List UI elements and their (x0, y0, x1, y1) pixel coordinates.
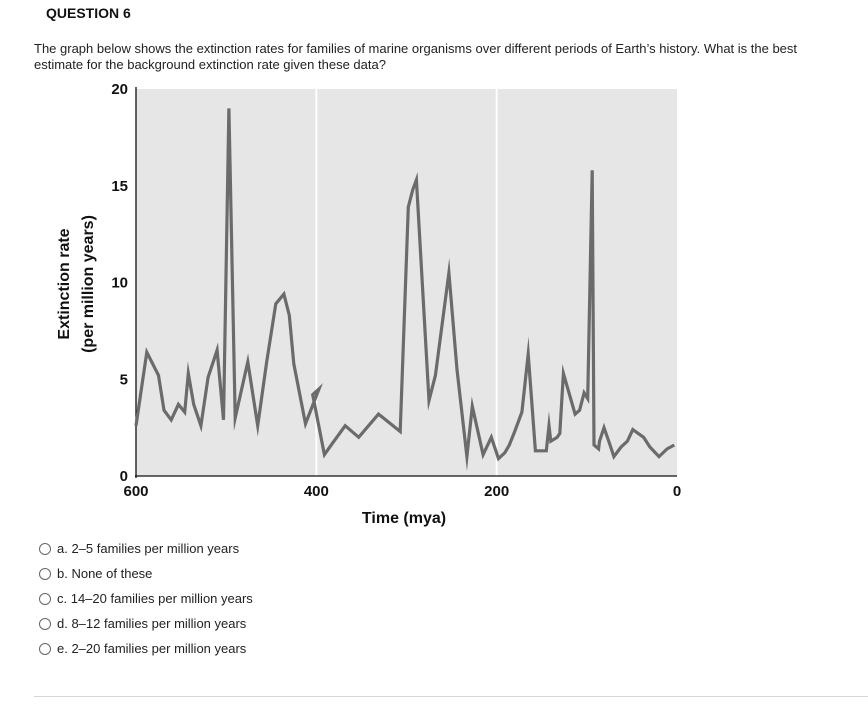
option-e-label: e. 2–20 families per million years (57, 641, 247, 656)
radio-button-b[interactable] (39, 567, 51, 580)
x-tick-label: 0 (673, 483, 681, 500)
option-c-label: c. 14–20 families per million years (57, 591, 253, 606)
x-tick-label: 600 (123, 483, 148, 500)
y-tick-label: 10 (111, 275, 128, 292)
radio-button-a[interactable] (39, 542, 51, 555)
question-title: QUESTION 6 (46, 5, 131, 21)
option-a-label: a. 2–5 families per million years (57, 541, 240, 556)
x-tick-label: 200 (484, 483, 509, 500)
footer-divider (34, 696, 868, 697)
option-b-label: b. None of these (57, 566, 153, 581)
x-tick-label: 400 (304, 483, 329, 500)
extinction-rate-chart: 0 5 10 15 20 600 400 200 0 Extinction rate (per … (56, 81, 681, 527)
option-d[interactable]: d. 8–12 families per million years (39, 611, 253, 636)
y-tick-label: 5 (120, 371, 128, 388)
y-tick-label: 15 (111, 178, 128, 195)
y-axis-title-line1: Extinction rate (56, 228, 73, 339)
radio-button-d[interactable] (39, 617, 51, 630)
option-d-label: d. 8–12 families per million years (57, 616, 247, 631)
option-c[interactable]: c. 14–20 families per million years (39, 586, 253, 611)
radio-button-c[interactable] (39, 592, 51, 605)
option-e[interactable]: e. 2–20 families per million years (39, 636, 253, 661)
option-a[interactable]: a. 2–5 families per million years (39, 536, 253, 561)
radio-button-e[interactable] (39, 642, 51, 655)
series-line (134, 108, 676, 472)
option-b[interactable]: b. None of these (39, 561, 253, 586)
y-axis-title-line2: (per million years) (80, 215, 97, 353)
x-axis-title: Time (mya) (362, 510, 446, 527)
answer-options: a. 2–5 families per million years b. Non… (39, 536, 253, 661)
y-tick-label: 0 (120, 468, 128, 485)
question-text: The graph below shows the extinction rat… (34, 41, 798, 72)
y-tick-label: 20 (111, 81, 128, 98)
